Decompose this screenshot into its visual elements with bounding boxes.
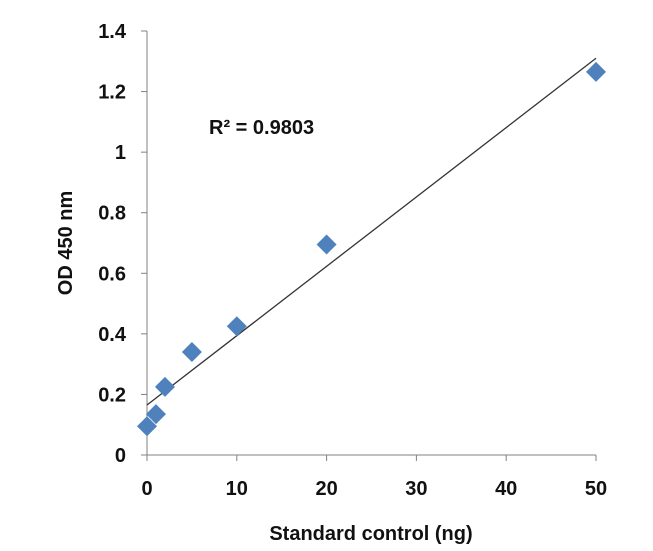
x-tick-label: 0 bbox=[141, 478, 152, 500]
y-tick-label: 0.2 bbox=[98, 384, 126, 406]
data-point-diamond bbox=[226, 316, 247, 337]
data-point-diamond bbox=[154, 376, 175, 397]
x-tick-label: 20 bbox=[315, 478, 337, 500]
data-point-diamond bbox=[137, 416, 157, 437]
y-tick-label: 0.8 bbox=[98, 203, 126, 225]
x-axis-title: Standard control (ng) bbox=[269, 523, 472, 545]
axes bbox=[146, 31, 596, 456]
y-tick-label: 0 bbox=[115, 445, 126, 467]
y-tick-label: 0.6 bbox=[98, 263, 126, 285]
y-tick-label: 0.4 bbox=[98, 324, 127, 346]
data-point-diamond bbox=[145, 404, 166, 425]
x-tick-label: 40 bbox=[495, 478, 517, 500]
r-squared-annotation: R² = 0.9803 bbox=[209, 117, 314, 139]
x-axis-ticks: 0 10 20 30 40 50 bbox=[141, 455, 607, 500]
data-point-diamond bbox=[181, 342, 202, 363]
data-point-diamond bbox=[316, 234, 337, 255]
data-points bbox=[137, 61, 606, 437]
x-tick-label: 30 bbox=[405, 478, 427, 500]
y-tick-label: 1.4 bbox=[98, 21, 127, 43]
data-point-diamond bbox=[586, 61, 606, 82]
y-tick-label: 1.2 bbox=[98, 82, 126, 104]
x-tick-label: 50 bbox=[585, 478, 607, 500]
x-tick-label: 10 bbox=[226, 478, 248, 500]
y-tick-label: 1 bbox=[115, 142, 126, 164]
y-axis-title: OD 450 nm bbox=[55, 191, 77, 295]
y-axis-ticks: 0 0.2 0.4 0.6 0.8 1 1.2 1.4 bbox=[98, 21, 147, 467]
linear-trendline bbox=[146, 57, 597, 406]
